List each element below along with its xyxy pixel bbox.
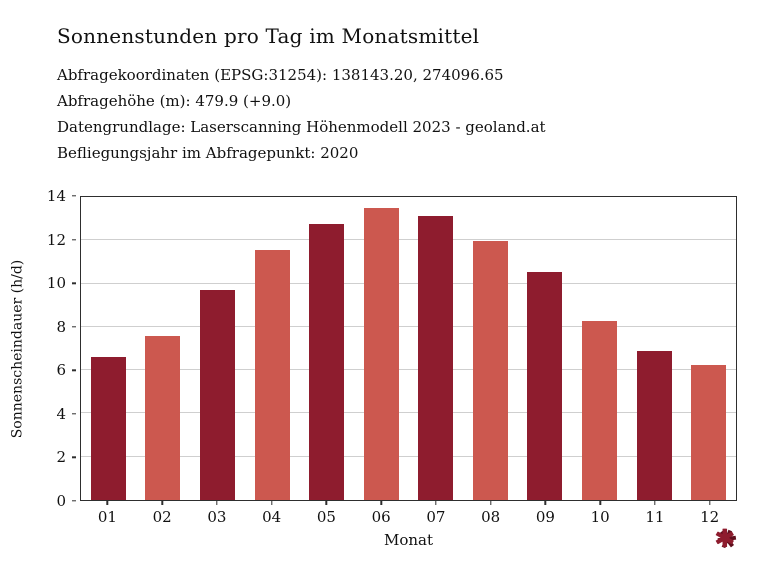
x-tick-label-12: 12 [700,508,720,526]
gridline-y-12 [81,239,736,241]
geoland-logo-icon: ✱ ✱ [712,522,748,557]
bar-month-11 [636,350,672,500]
x-tick-mark-01 [106,501,109,505]
gridline-y-4 [81,412,736,414]
y-tick-label-8: 8 [56,317,66,336]
x-tick-mark-04 [270,501,273,505]
gridline-y-8 [81,325,736,327]
bar-month-04 [254,250,290,500]
gridline-y-6 [81,369,736,371]
x-tick-mark-09 [544,501,547,505]
x-tick-mark-12 [708,501,711,505]
x-axis-label: Monat [383,531,434,549]
x-tick-label-07: 07 [426,508,446,526]
y-tick-label-2: 2 [56,448,66,467]
y-tick-mark-2 [72,456,76,459]
x-tick-mark-05 [325,501,328,505]
y-tick-label-6: 6 [56,361,66,380]
x-tick-label-11: 11 [645,508,665,526]
bar-month-03 [199,290,235,500]
x-tick-label-06: 06 [371,508,391,526]
y-tick-mark-12 [72,238,76,241]
bar-month-08 [472,241,508,500]
x-tick-mark-10 [599,501,601,505]
meta-line-coordinates: Abfragekoordinaten (EPSG:31254): 138143.… [57,66,504,84]
x-tick-label-10: 10 [590,508,610,526]
y-tick-mark-6 [72,369,76,371]
y-tick-label-0: 0 [56,492,66,510]
y-tick-label-4: 4 [56,404,66,423]
x-axis-ticks: 01 02 03 04 05 06 07 08 09 10 11 12 [80,501,737,531]
y-tick-mark-0 [72,500,76,502]
x-tick-label-08: 08 [481,508,501,526]
bar-month-09 [527,271,563,500]
plot-area [80,196,737,501]
bar-month-05 [309,224,345,500]
y-tick-label-12: 12 [46,230,66,249]
bar-month-10 [582,321,618,500]
bar-month-01 [90,357,126,500]
meta-line-datasource: Datengrundlage: Laserscanning Höhenmodel… [57,118,546,136]
meta-line-flight-year: Befliegungsjahr im Abfragepunkt: 2020 [57,144,359,162]
x-tick-mark-08 [489,501,492,505]
logo-glyph-front: ✱ [714,524,735,553]
chart-title: Sonnenstunden pro Tag im Monatsmittel [57,24,480,48]
x-tick-mark-03 [216,501,218,505]
x-tick-label-05: 05 [316,508,336,526]
bar-month-02 [145,335,181,500]
gridline-y-2 [81,455,736,457]
y-tick-label-10: 10 [46,274,66,293]
x-tick-label-02: 02 [152,508,172,526]
x-tick-label-03: 03 [207,508,227,526]
meta-block: Abfragekoordinaten (EPSG:31254): 138143.… [57,62,546,166]
x-tick-label-01: 01 [97,508,117,526]
x-tick-label-04: 04 [262,508,282,526]
gridline-y-10 [81,282,736,284]
bar-month-12 [691,364,727,500]
y-tick-mark-4 [72,413,76,415]
bar-month-07 [418,216,454,500]
y-tick-mark-10 [72,282,76,284]
x-tick-mark-11 [654,501,656,505]
y-axis-ticks: 0 2 4 6 8 10 12 14 [0,187,76,510]
bar-month-06 [363,207,399,500]
meta-line-elevation: Abfragehöhe (m): 479.9 (+9.0) [57,92,292,110]
x-tick-mark-06 [380,501,382,505]
y-tick-mark-8 [72,326,76,328]
y-tick-label-14: 14 [46,187,66,205]
x-tick-mark-02 [161,501,163,505]
x-tick-mark-07 [435,501,437,505]
x-tick-label-09: 09 [535,508,555,526]
y-tick-mark-14 [72,195,76,197]
